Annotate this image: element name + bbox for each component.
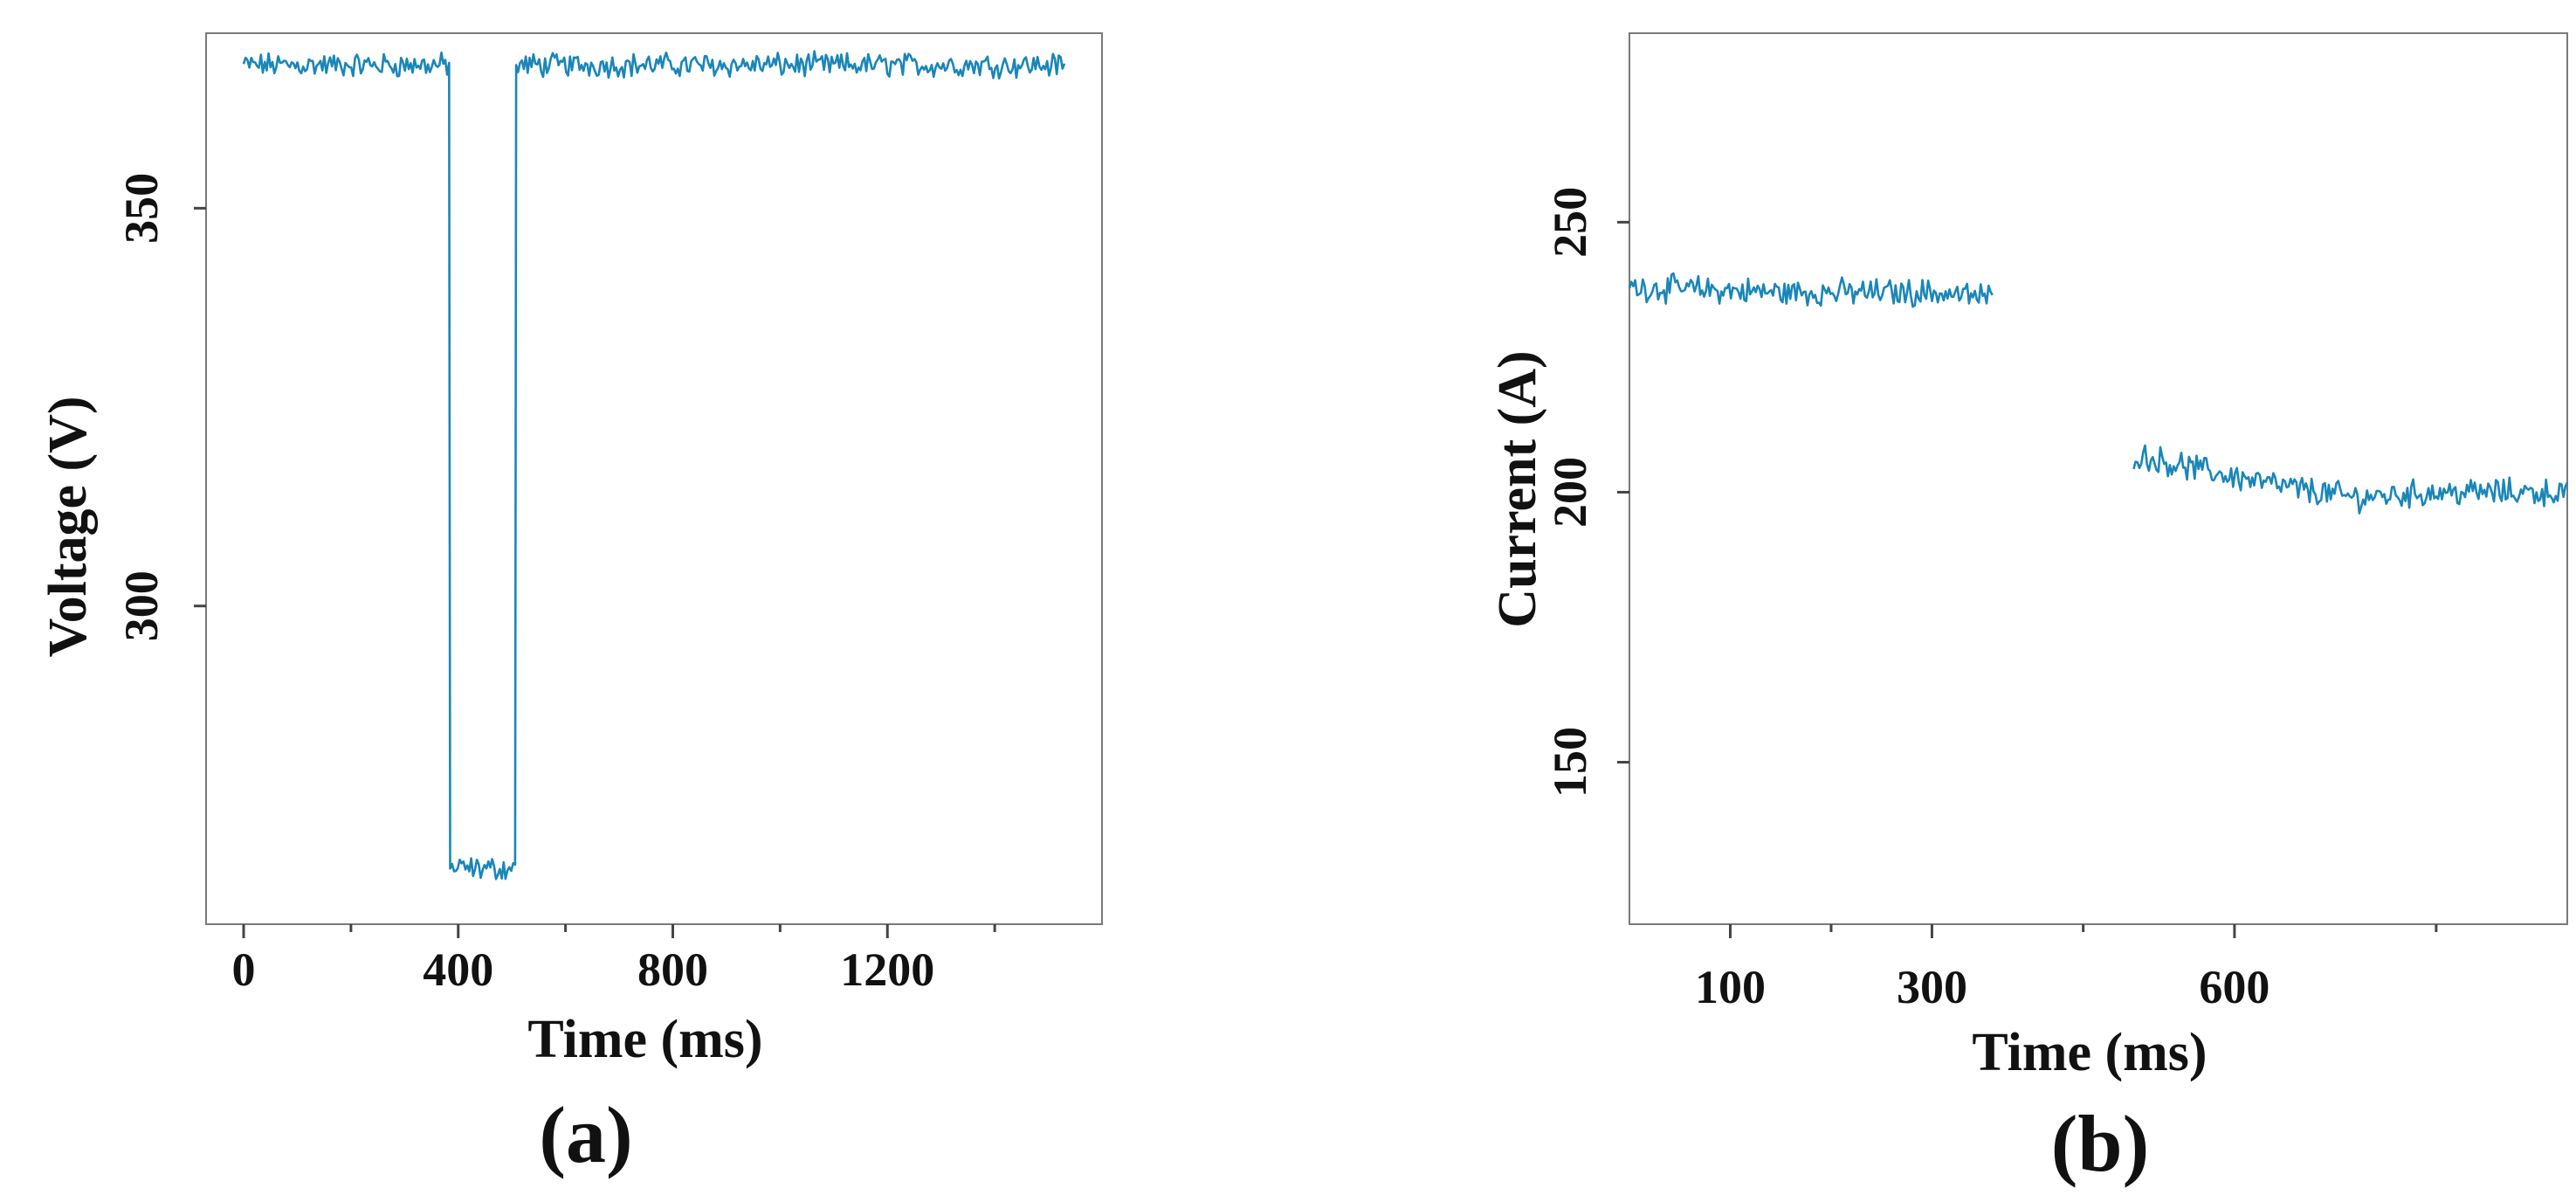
x-tick-label: 300: [1897, 961, 1967, 1013]
y-tick-label: 350: [115, 173, 168, 244]
y-tick-label: 300: [115, 570, 168, 641]
y-tick-label: 250: [1544, 187, 1596, 258]
x-tick-label: 1200: [840, 943, 934, 996]
y-axis-title: Current (A): [1488, 350, 1547, 627]
x-axis-title: Time (ms): [527, 1010, 762, 1069]
series-1-line: [1628, 272, 1994, 308]
x-axis-title: Time (ms): [1972, 1023, 2207, 1082]
panel-label: (b): [2051, 1099, 2149, 1188]
x-tick-label: 400: [423, 943, 493, 996]
y-tick-label: 200: [1544, 457, 1596, 528]
chart-panel-b: 100 300 600 150 200 250 Time (ms) Current (A) (b…: [1488, 32, 2569, 1188]
chart-panel-a: 0 400 800 1200 300 350 Time (ms) Voltage (V) (a): [38, 32, 1103, 1179]
plot-frame: [205, 32, 1103, 925]
y-tick-label: 150: [1544, 727, 1596, 798]
series-1-line: [242, 50, 1066, 881]
panel-label: (a): [539, 1090, 632, 1179]
plot-frame: [1629, 32, 2568, 925]
x-tick-label: 100: [1695, 961, 1766, 1013]
y-axis-title: Voltage (V): [38, 396, 98, 657]
x-tick-label: 0: [232, 943, 256, 996]
x-tick-label: 600: [2199, 961, 2269, 1013]
x-tick-label: 800: [637, 943, 708, 996]
series-2-line: [2132, 444, 2569, 515]
